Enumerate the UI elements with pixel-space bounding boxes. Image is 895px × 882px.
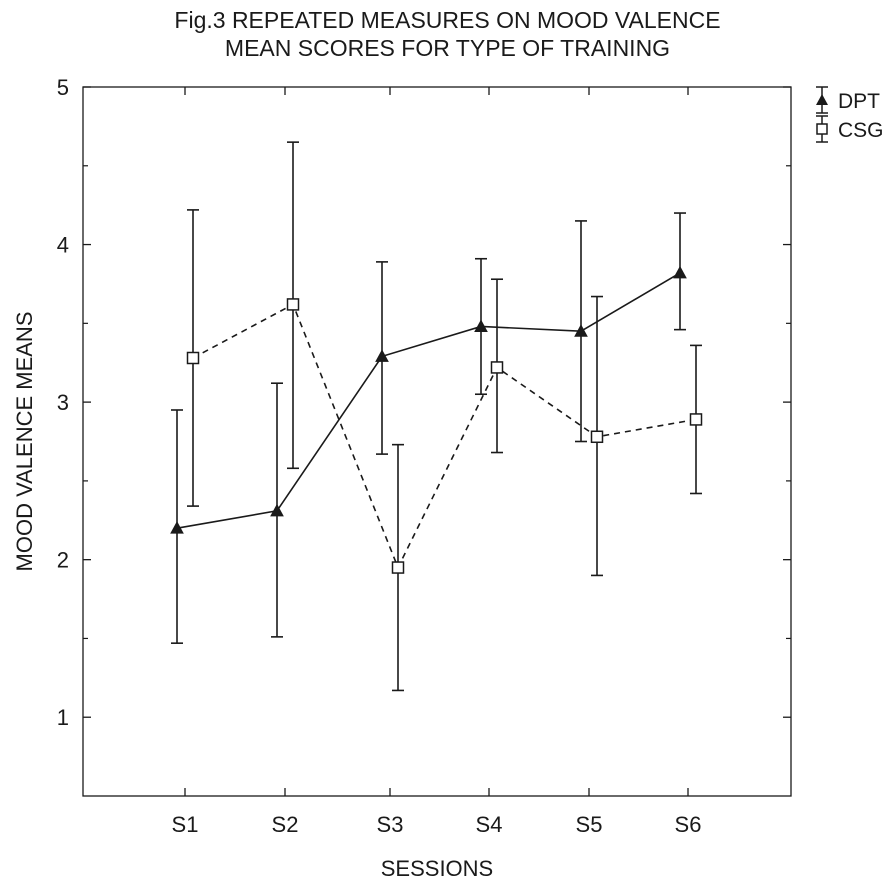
legend-label-csg: CSG bbox=[838, 119, 884, 142]
y-tick-label: 3 bbox=[57, 390, 69, 415]
y-axis-label: MOOD VALENCE MEANS bbox=[12, 312, 37, 572]
legend-marker-csg bbox=[816, 123, 828, 135]
point-csg bbox=[590, 430, 604, 444]
x-tick-label: S2 bbox=[272, 812, 299, 837]
y-tick-label: 1 bbox=[57, 705, 69, 730]
chart-title-line-1: Fig.3 REPEATED MEASURES ON MOOD VALENCE bbox=[174, 7, 721, 33]
legend-marker-dpt bbox=[816, 94, 828, 105]
point-dpt bbox=[170, 521, 184, 534]
point-dpt bbox=[574, 324, 588, 337]
point-csg bbox=[286, 298, 300, 311]
point-dpt bbox=[270, 503, 284, 517]
point-dpt bbox=[673, 265, 687, 279]
x-axis-label: SESSIONS bbox=[381, 856, 493, 881]
series-line-csg bbox=[192, 303, 697, 570]
chart-title-line-2: MEAN SCORES FOR TYPE OF TRAINING bbox=[224, 35, 671, 61]
x-tick-label: S5 bbox=[576, 812, 603, 837]
series-line-dpt bbox=[176, 272, 681, 529]
x-tick-label: S6 bbox=[675, 812, 702, 837]
point-dpt bbox=[474, 319, 488, 332]
x-tick-label: S1 bbox=[172, 812, 199, 837]
point-csg bbox=[689, 413, 703, 426]
y-tick-label: 5 bbox=[57, 75, 69, 100]
point-csg bbox=[391, 561, 405, 574]
point-csg bbox=[186, 351, 200, 365]
y-tick-label: 2 bbox=[57, 548, 69, 573]
chart-title: Fig.3 REPEATED MEASURES ON MOOD VALENCE … bbox=[0, 6, 895, 62]
legend-label-dpt: DPT bbox=[838, 90, 880, 113]
point-dpt bbox=[375, 349, 389, 362]
plot-frame bbox=[82, 86, 792, 797]
x-tick-label: S3 bbox=[377, 812, 404, 837]
point-csg bbox=[490, 361, 504, 374]
y-tick-label: 4 bbox=[57, 233, 69, 258]
x-tick-label: S4 bbox=[476, 812, 503, 837]
